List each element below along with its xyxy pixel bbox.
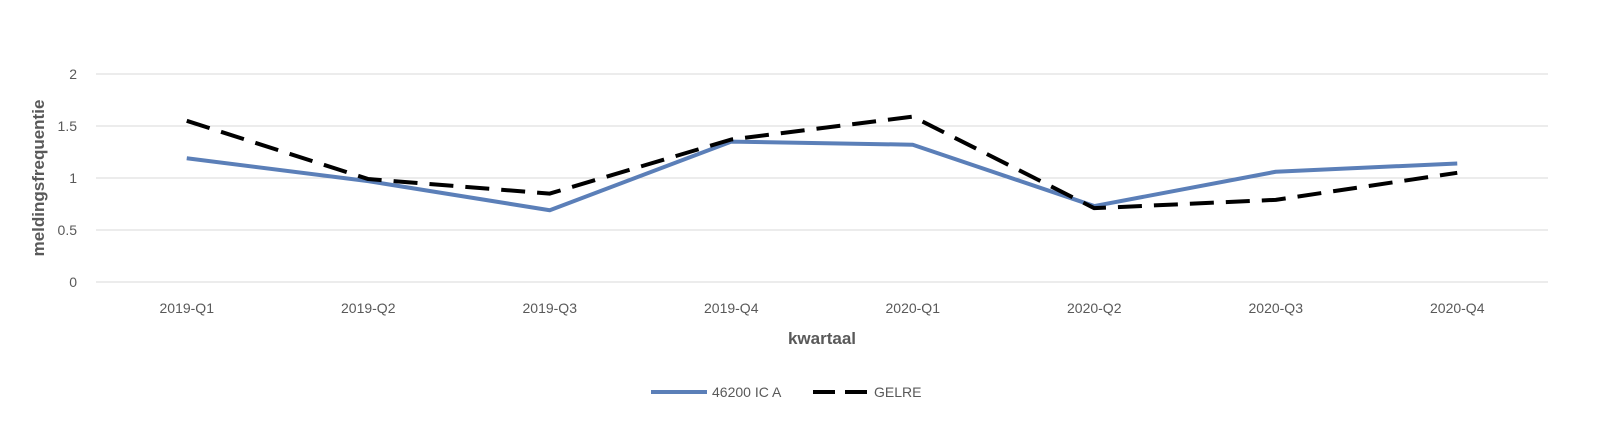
y-tick-label: 0.5 — [58, 222, 78, 238]
series-line-2 — [186, 114, 1458, 211]
gridlines — [96, 73, 1548, 283]
x-tick-label: 2020-Q2 — [1067, 300, 1122, 316]
x-tick-label: 2020-Q1 — [886, 300, 941, 316]
x-tick-label: 2019-Q2 — [341, 300, 396, 316]
x-tick-label: 2019-Q1 — [160, 300, 215, 316]
series-line-1 — [186, 139, 1458, 213]
y-tick-label: 2 — [69, 66, 77, 82]
x-axis-title: kwartaal — [788, 329, 856, 348]
x-tick-label: 2019-Q3 — [523, 300, 578, 316]
y-axis-ticks: 0 0.5 1 1.5 2 — [58, 66, 78, 290]
y-axis-title: meldingsfrequentie — [29, 100, 48, 257]
series-lines — [186, 114, 1458, 213]
x-tick-label: 2020-Q3 — [1249, 300, 1304, 316]
y-tick-label: 1 — [69, 170, 77, 186]
legend: 46200 IC A GELRE — [651, 384, 921, 400]
legend-label: GELRE — [874, 384, 921, 400]
x-tick-label: 2020-Q4 — [1430, 300, 1485, 316]
y-tick-label: 0 — [69, 274, 77, 290]
x-tick-label: 2019-Q4 — [704, 300, 759, 316]
legend-label: 46200 IC A — [712, 384, 782, 400]
x-axis-ticks: 2019-Q1 2019-Q2 2019-Q3 2019-Q4 2020-Q1 2020-… — [160, 300, 1485, 316]
y-tick-label: 1.5 — [58, 118, 78, 134]
